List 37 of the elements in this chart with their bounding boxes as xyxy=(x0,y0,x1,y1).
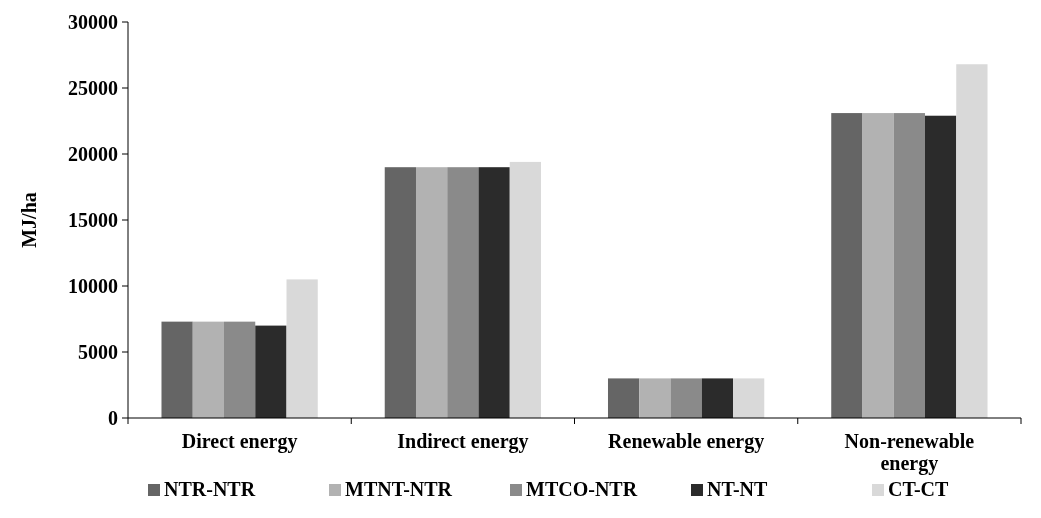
bar xyxy=(831,113,863,418)
y-tick-label: 5000 xyxy=(78,341,118,363)
bar xyxy=(192,321,224,418)
bar xyxy=(255,325,287,418)
bar xyxy=(509,161,542,418)
bar xyxy=(607,378,640,418)
bar xyxy=(893,113,925,418)
y-tick-label: 0 xyxy=(108,407,118,429)
legend-label: NT-NT xyxy=(707,478,769,500)
y-tick-label: 15000 xyxy=(68,209,118,231)
x-tick-label: Indirect energy xyxy=(397,430,529,453)
bar xyxy=(670,378,702,418)
legend-label: MTNT-NTR xyxy=(345,478,453,500)
x-tick-label: Renewable energy xyxy=(608,430,765,453)
bar xyxy=(478,167,510,418)
y-tick-label: 10000 xyxy=(68,275,118,297)
y-axis-title: MJ/ha xyxy=(18,192,40,248)
bar xyxy=(956,64,988,418)
legend-label: MTCO-NTR xyxy=(526,478,638,500)
bar xyxy=(224,321,256,418)
bar xyxy=(925,115,957,418)
bar xyxy=(384,167,416,418)
bar xyxy=(862,113,894,418)
bar xyxy=(447,167,479,418)
y-tick-label: 20000 xyxy=(68,143,118,165)
legend-label: CT-CT xyxy=(888,478,950,500)
x-tick-label: Non-renewable energy xyxy=(844,430,975,475)
bar xyxy=(286,279,318,418)
bar xyxy=(639,378,671,418)
y-tick-label: 25000 xyxy=(68,77,118,99)
bar xyxy=(161,321,193,418)
bar xyxy=(701,378,734,418)
x-tick-label: Direct energy xyxy=(181,430,298,453)
bar xyxy=(415,167,448,418)
y-tick-label: 30000 xyxy=(68,11,118,33)
bar xyxy=(733,378,765,418)
legend-label: NTR-NTR xyxy=(164,478,256,500)
